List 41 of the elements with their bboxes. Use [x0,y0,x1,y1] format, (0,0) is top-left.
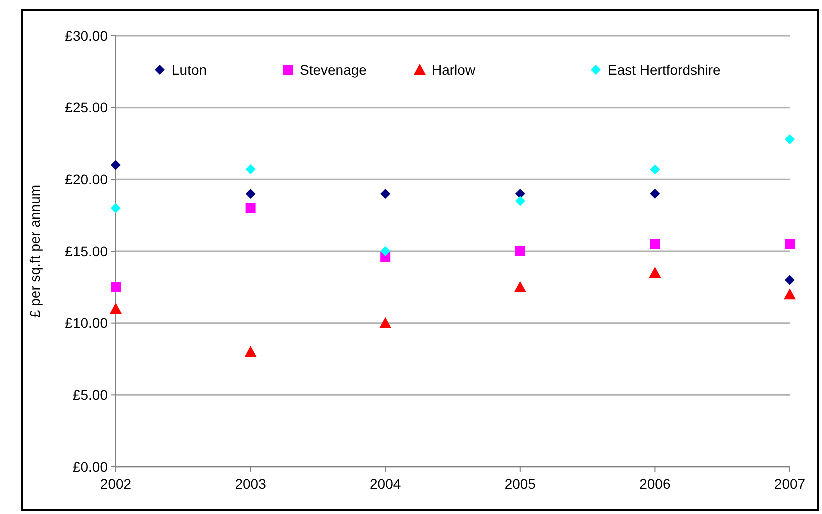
legend-label: Luton [172,62,208,78]
point [514,281,526,292]
point [246,189,256,200]
point [784,288,796,300]
point [650,164,660,175]
point [650,189,660,200]
point [785,275,795,286]
x-tick-label: 2005 [504,476,536,492]
point [380,317,392,328]
point [785,239,795,250]
point [246,203,256,214]
y-tick-label: £30.00 [65,28,108,44]
point [244,346,257,358]
point [515,196,526,206]
x-tick-label: 2006 [640,476,671,492]
point [649,267,662,278]
y-tick-label: £20.00 [65,172,108,188]
x-tick-label: 2002 [100,476,132,492]
y-tick-label: £5.00 [72,387,108,404]
point [515,246,526,256]
point [111,282,121,292]
legend-label: East Hertfordshire [608,62,722,78]
y-tick-label: £15.00 [65,243,108,260]
legend-label: Harlow [432,62,476,78]
point [380,189,391,200]
point [110,302,122,314]
point [650,239,660,250]
x-tick-label: 2004 [370,476,402,492]
legend-label: Stevenage [300,62,368,78]
point [246,164,256,175]
y-tick-label: £10.00 [65,315,108,332]
y-axis-title: £ per sq.ft per annum [27,184,43,318]
point [515,189,526,200]
point [785,134,795,144]
y-tick-label: £25.00 [65,100,108,116]
point [111,203,121,214]
x-tick-label: 2003 [235,476,267,492]
y-tick-label: £0.00 [72,458,108,475]
point [111,160,121,170]
x-tick-label: 2007 [774,476,806,492]
point [380,246,391,256]
